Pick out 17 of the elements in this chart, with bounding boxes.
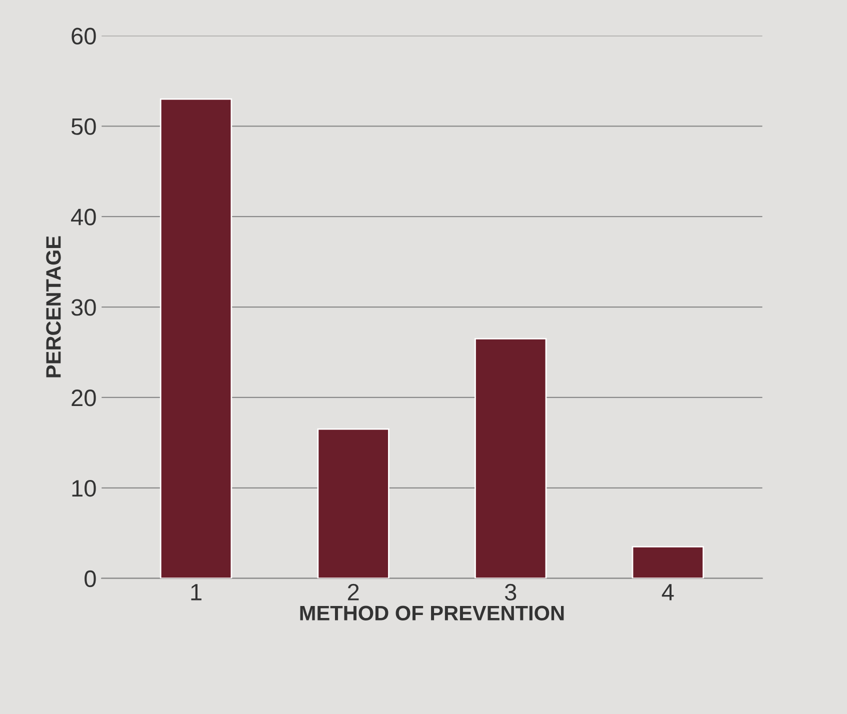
x-tick-label: 1: [191, 584, 202, 600]
x-tick-label: 2: [348, 584, 359, 600]
y-tick-label: 40: [71, 208, 96, 226]
y-axis-title: PERCENTAGE: [46, 236, 61, 378]
y-tick-label: 0: [84, 570, 96, 588]
bar: [474, 338, 547, 578]
bar: [632, 546, 704, 578]
y-tick-label: 20: [72, 390, 96, 406]
y-tick-label: 60: [72, 28, 96, 44]
x-tick-label: 4: [662, 584, 674, 600]
y-tick-label: 50: [71, 118, 96, 135]
y-tick-label: 10: [72, 480, 96, 497]
bar: [160, 98, 232, 578]
x-axis-title: METHOD OF PREVENTION: [300, 606, 564, 621]
bar: [317, 428, 390, 578]
x-tick-label: 3: [504, 584, 516, 601]
y-tick-label: 30: [71, 299, 96, 316]
